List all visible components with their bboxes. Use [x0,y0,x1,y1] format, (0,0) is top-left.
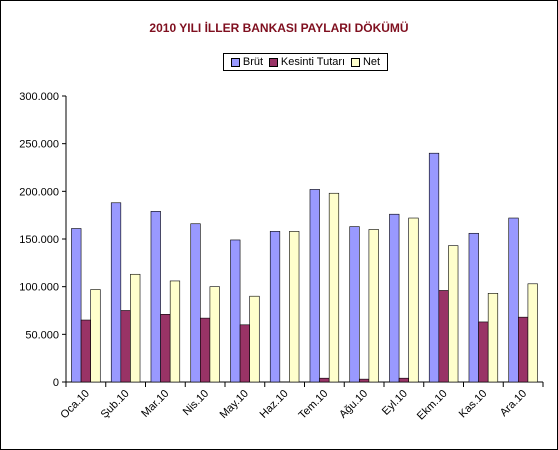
bar-net-3 [169,280,181,383]
y-tick-label: 200.000 [19,186,59,198]
bar-kesinti-tutar--10 [438,290,449,383]
y-tick-label: 300.000 [19,91,59,103]
legend-item-net: Net [350,56,381,68]
y-tick-label: 250.000 [19,139,59,151]
x-tick-label: Eyl.10 [380,388,410,418]
x-tick-label: Kas.10 [457,388,490,421]
x-tick-label: Ağu.10 [337,388,370,421]
bar-kesinti-tutar--8 [359,378,370,383]
bar-kesinti-tutar--7 [319,377,330,383]
x-tick-label: May.10 [218,388,251,421]
bar-net-7 [328,192,340,383]
bar-br-t-6 [269,231,281,383]
bar-net-5 [249,295,260,383]
bar-kesinti-tutar--3 [160,314,171,383]
bar-br-t-1 [71,228,82,383]
bar-br-t-12 [508,217,519,383]
chart-legend: Brüt Kesinti Tutarı Net [223,53,388,71]
bar-net-11 [487,293,499,383]
legend-swatch-brut [230,57,240,67]
bar-net-2 [130,273,141,383]
bar-kesinti-tutar--9 [398,377,409,383]
bar-br-t-3 [150,211,161,383]
bar-br-t-10 [428,152,440,383]
y-tick-label: 50.000 [25,329,59,341]
x-tick-label: Ekm.10 [415,388,450,423]
legend-label-net: Net [362,56,381,68]
bar-br-t-2 [110,202,122,383]
legend-label-kesinti: Kesinti Tutarı [280,56,346,68]
bar-br-t-11 [468,232,479,383]
bar-kesinti-tutar--5 [239,324,250,383]
bar-kesinti-tutar--11 [478,321,489,383]
bar-net-1 [90,289,101,383]
bar-net-12 [527,283,538,383]
x-tick-label: Nis.10 [181,388,212,419]
bar-br-t-4 [190,223,201,383]
legend-swatch-net [350,57,360,67]
x-tick-label: Tem.10 [296,388,330,422]
bar-net-9 [408,217,419,383]
legend-label-brut: Brüt [242,56,264,68]
x-tick-label: Haz.10 [258,388,291,421]
bar-kesinti-tutar--12 [518,316,529,383]
bar-kesinti-tutar--1 [80,319,91,383]
bar-br-t-8 [349,226,360,383]
legend-item-kesinti: Kesinti Tutarı [268,56,346,68]
bar-net-4 [209,286,220,383]
x-tick-label: Şub.10 [99,388,132,421]
y-tick-label: 100.000 [19,282,59,294]
x-tick-label: Oca.10 [58,388,92,422]
y-tick-label: 150.000 [19,234,59,246]
bar-kesinti-tutar--4 [200,317,211,383]
bar-net-10 [448,245,459,383]
bar-br-t-7 [309,189,320,383]
x-tick-label: Mar.10 [139,388,171,420]
chart-title: 2010 YILI İLLER BANKASI PAYLARI DÖKÜMÜ [149,21,409,35]
legend-item-brut: Brüt [230,56,264,68]
bar-br-t-5 [230,239,241,383]
bar-kesinti-tutar--2 [120,310,131,383]
bar-net-8 [368,229,379,383]
x-tick-label: Ara.10 [498,388,529,419]
y-tick-label: 0 [53,377,59,389]
legend-swatch-kesinti [268,57,278,67]
bar-br-t-9 [389,213,400,383]
bar-net-6 [289,231,300,383]
